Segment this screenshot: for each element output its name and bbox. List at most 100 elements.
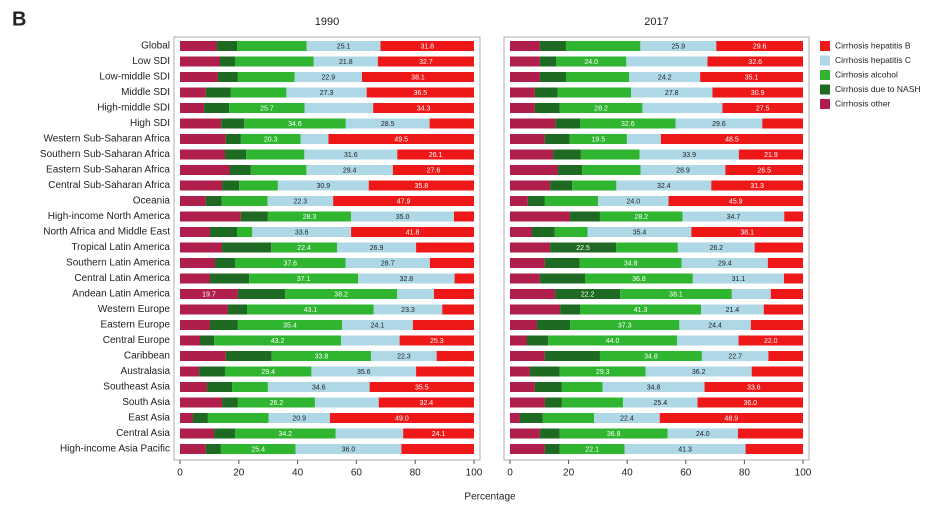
bar-segment [510, 134, 545, 144]
bar-segment [510, 196, 528, 206]
category-label: Central Europe [103, 335, 171, 346]
bar-segment [616, 242, 678, 253]
bar-segment [286, 87, 367, 98]
bar-segment [510, 428, 540, 439]
bar-segment [738, 149, 803, 160]
x-tick-label: 0 [507, 468, 513, 479]
bar-segment [429, 118, 474, 129]
value-label: 41.3 [634, 307, 648, 314]
bar-segment [271, 351, 372, 361]
value-label: 22.9 [322, 74, 336, 81]
bar-segment [333, 196, 474, 206]
bar-segment [392, 165, 474, 175]
value-label: 36.0 [342, 446, 356, 453]
bar-segment [180, 56, 220, 67]
category-label: High SDI [130, 118, 170, 129]
value-label: 31.6 [344, 152, 358, 159]
bar-segment [306, 165, 393, 175]
value-label: 22.4 [620, 415, 634, 422]
bar-segment [629, 72, 701, 82]
value-label: 28.5 [381, 121, 395, 128]
bar-segment [277, 180, 369, 191]
bar-segment [510, 366, 530, 377]
bar-segment [217, 41, 238, 51]
value-label: 19.5 [592, 136, 606, 143]
bar-segment [675, 118, 763, 129]
bar-segment [237, 397, 315, 408]
bar-segment [510, 413, 520, 423]
bar-segment [180, 103, 205, 113]
bar-segment [539, 428, 560, 439]
bar-segment [237, 72, 295, 82]
value-label: 32.7 [419, 59, 433, 66]
panel-frame [173, 36, 481, 461]
bar-segment [691, 227, 803, 237]
bar-segment [711, 180, 803, 191]
bar-segment [534, 103, 560, 113]
bar-segment [580, 304, 702, 315]
category-label: Western Europe [98, 304, 171, 315]
bar-segment [403, 428, 474, 439]
value-label: 35.8 [415, 183, 429, 190]
bar-segment [510, 242, 551, 253]
value-label: 32.6 [621, 121, 635, 128]
bar-segment [244, 118, 346, 129]
bar-segment [784, 211, 803, 222]
value-label: 29.4 [343, 167, 357, 174]
bar-segment [725, 165, 803, 175]
bar-segment [544, 258, 580, 268]
category-label: Central Latin America [74, 273, 170, 284]
value-label: 28.9 [676, 167, 690, 174]
value-label: 31.3 [750, 183, 764, 190]
bar-segment [738, 335, 803, 346]
bar-segment [599, 211, 683, 222]
value-label: 25.7 [260, 105, 274, 112]
category-label: Caribbean [124, 351, 170, 362]
bar-segment [762, 118, 803, 129]
bar-segment [180, 397, 223, 408]
value-label: 30.9 [317, 183, 331, 190]
bar-segment [229, 103, 305, 113]
category-label: Low-middle SDI [99, 72, 170, 83]
bar-segment [594, 413, 660, 423]
bar-segment [645, 366, 752, 377]
x-tick-label: 20 [563, 468, 575, 479]
bar-segment [180, 289, 238, 299]
bar-segment [249, 273, 359, 284]
bar-segment [416, 242, 474, 253]
bar-segment [700, 72, 803, 82]
bar-segment [561, 382, 603, 392]
value-label: 22.5 [576, 245, 590, 252]
value-label: 26.2 [709, 245, 723, 252]
bar-segment [240, 211, 268, 222]
bar-segment [358, 273, 455, 284]
bar-segment [751, 366, 803, 377]
bar-segment [667, 428, 738, 439]
legend-label: Cirrhosis alcohol [835, 69, 898, 79]
bar-segment [704, 382, 803, 392]
category-label: High-income North America [48, 211, 171, 222]
bar-segment [754, 242, 803, 253]
bar-segment [180, 134, 226, 144]
bar-segment [572, 180, 617, 191]
category-label: South Asia [122, 397, 170, 408]
bar-segment [328, 134, 474, 144]
value-label: 34.8 [644, 353, 658, 360]
panel-title: 1990 [315, 16, 339, 28]
bar-segment [237, 289, 285, 299]
value-label: 31.8 [420, 43, 434, 50]
bar-segment [416, 366, 474, 377]
value-label: 35.5 [415, 384, 429, 391]
value-label: 26.5 [757, 167, 771, 174]
category-label: High-income Asia Pacific [60, 444, 170, 455]
bar-segment [220, 444, 296, 454]
bar-segment [221, 196, 268, 206]
bar-segment [267, 211, 352, 222]
bar-segment [227, 304, 248, 315]
bar-segment [341, 320, 413, 330]
bar-segment [442, 304, 474, 315]
category-label: Southern Latin America [66, 258, 170, 269]
category-label: East Asia [128, 413, 170, 424]
category-label: High-middle SDI [97, 103, 170, 114]
bar-segment [180, 304, 228, 315]
